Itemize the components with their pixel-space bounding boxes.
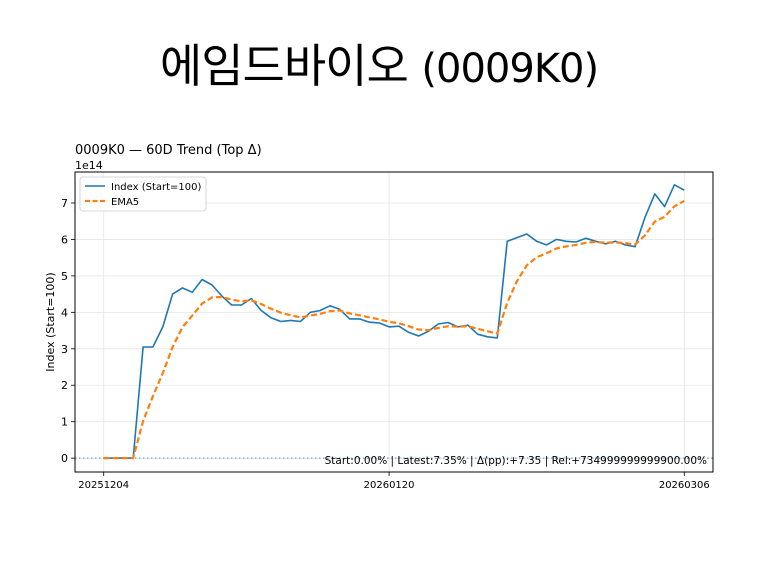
x-tick-label: 20260306 <box>659 480 710 491</box>
ema5-line <box>103 199 685 460</box>
chart-title: 0009K0 — 60D Trend (Top Δ) <box>75 143 262 158</box>
y-tick-label: 3 <box>61 343 68 356</box>
y-tick-label: 7 <box>61 197 68 210</box>
x-tick-label: 20260120 <box>364 480 415 491</box>
slide-title: 에임드바이오 (0009K0) <box>0 30 758 96</box>
legend: Index (Start=100) EMA5 <box>79 176 207 212</box>
x-axis: 20251204 20260120 20260306 <box>78 472 710 491</box>
y-tick-label: 4 <box>61 306 68 319</box>
y-axis: 0 1 2 3 4 5 6 7 <box>61 197 75 465</box>
y-axis-label: Index (Start=100) <box>44 272 57 371</box>
y-tick-label: 2 <box>61 379 68 392</box>
x-tick-label: 20251204 <box>78 480 129 491</box>
y-tick-label: 5 <box>61 270 68 283</box>
legend-label-index: Index (Start=100) <box>111 182 202 193</box>
legend-box <box>79 176 207 212</box>
stats-annotation: Start:0.00% | Latest:7.35% | Δ(pp):+7.35… <box>325 455 707 467</box>
y-multiplier-label: 1e14 <box>75 159 103 172</box>
y-tick-label: 0 <box>61 452 68 465</box>
slide-title-name: 에임드바이오 <box>159 39 409 93</box>
index-line <box>103 184 685 459</box>
legend-label-ema5: EMA5 <box>111 197 139 208</box>
plot-frame <box>74 171 714 473</box>
y-tick-label: 1 <box>61 416 68 429</box>
y-tick-label: 6 <box>61 233 68 246</box>
slide-title-code: (0009K0) <box>421 46 599 92</box>
series-layer <box>103 184 685 460</box>
